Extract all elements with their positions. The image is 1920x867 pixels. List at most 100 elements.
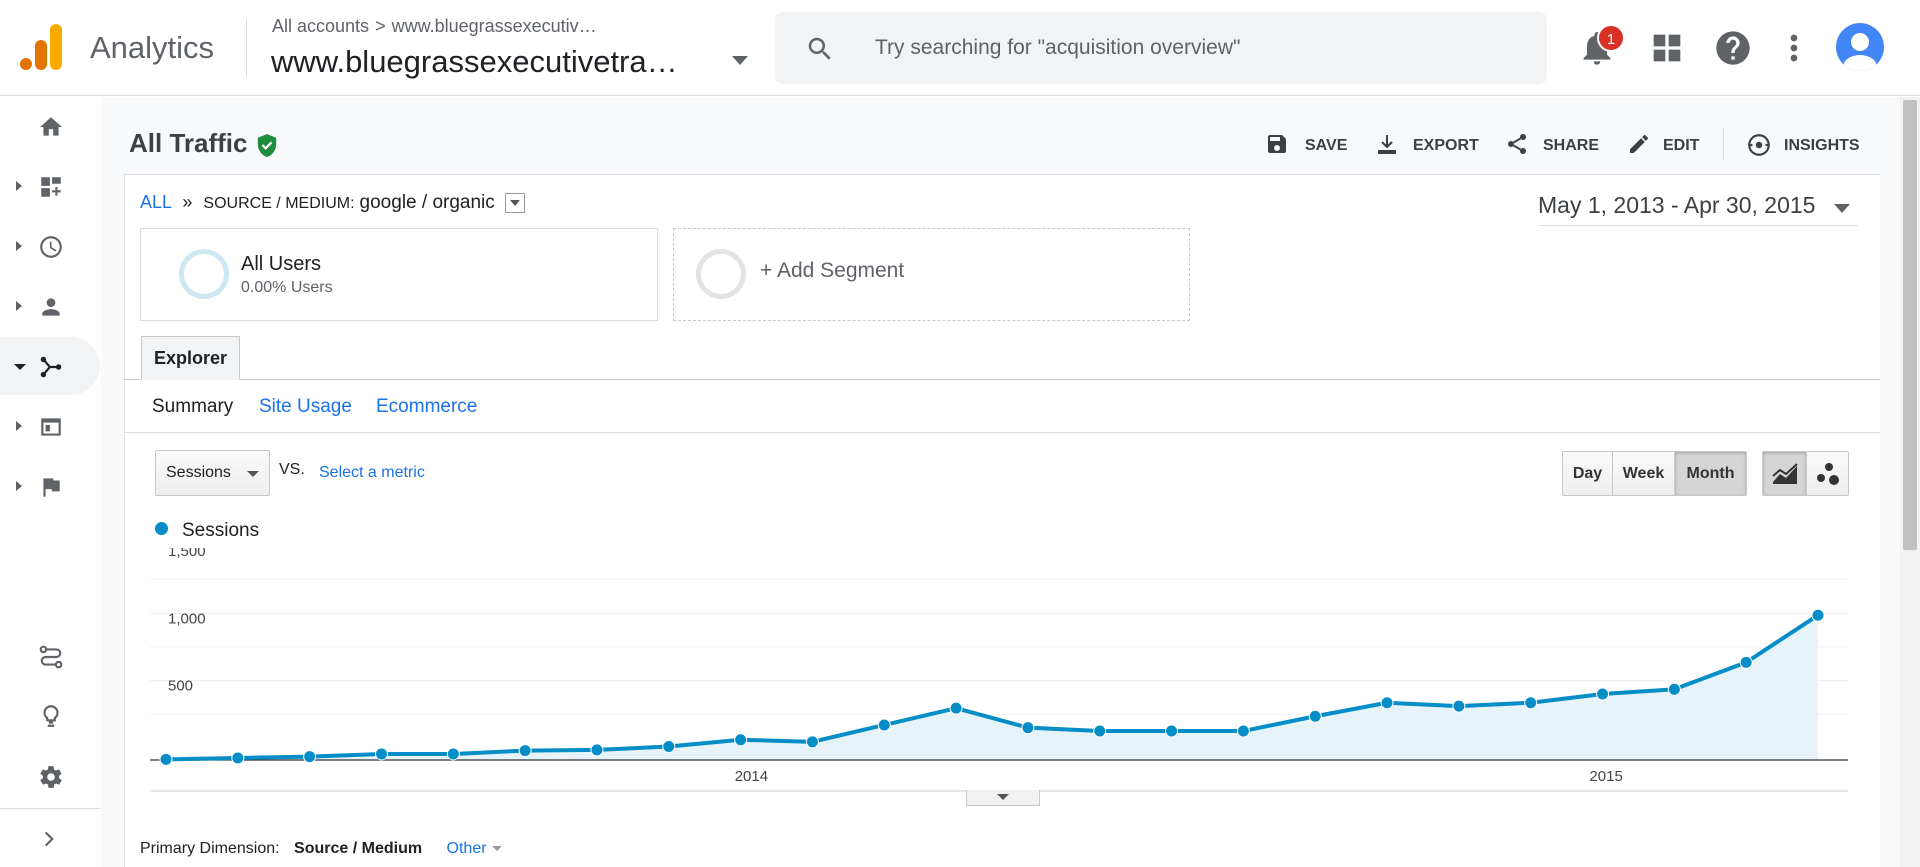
x-tick-label: 2015 xyxy=(1589,768,1622,785)
drill-separator: » xyxy=(182,192,193,212)
subtab-site-usage[interactable]: Site Usage xyxy=(259,396,352,417)
sidebar-item-conversions[interactable] xyxy=(0,457,100,515)
select-metric-link[interactable]: Select a metric xyxy=(319,464,425,481)
home-icon xyxy=(40,117,62,136)
notification-badge: 1 xyxy=(1597,24,1625,52)
sidebar-item-acquisition[interactable] xyxy=(0,337,100,395)
account-breadcrumb[interactable]: All accounts > www.bluegrassexecutiv… xyxy=(272,16,597,37)
drill-all-link[interactable]: ALL xyxy=(140,192,172,212)
property-caret-icon[interactable] xyxy=(732,56,748,65)
search-bar[interactable] xyxy=(775,12,1547,84)
drill-dropdown-button[interactable] xyxy=(504,193,525,214)
collapse-arrow-icon xyxy=(14,364,26,370)
breadcrumb-all-accounts[interactable]: All accounts xyxy=(272,16,370,36)
x-tick-label: 2014 xyxy=(735,768,768,785)
primary-dimension-other[interactable]: Other xyxy=(446,840,487,857)
data-point xyxy=(877,718,891,732)
insights-label: INSIGHTS xyxy=(1784,137,1860,154)
motion-chart-button[interactable] xyxy=(1807,452,1848,495)
share-label: SHARE xyxy=(1543,137,1600,154)
day-button[interactable]: Day xyxy=(1563,452,1613,495)
motion-chart-icon xyxy=(1816,463,1839,485)
chart-collapse-toggle[interactable] xyxy=(966,790,1040,806)
insights-icon xyxy=(1748,134,1770,156)
save-label: SAVE xyxy=(1305,137,1348,154)
data-point xyxy=(159,752,173,766)
sidebar-item-audience[interactable] xyxy=(0,277,100,335)
subtab-summary[interactable]: Summary xyxy=(152,396,234,417)
sidebar-item-home[interactable] xyxy=(0,97,100,155)
property-selector[interactable]: www.bluegrassexecutivetra… xyxy=(271,44,678,79)
sidebar-item-customization[interactable] xyxy=(0,157,100,215)
header-divider xyxy=(246,20,247,76)
data-point xyxy=(231,751,245,765)
data-point xyxy=(1524,696,1538,710)
breadcrumb-account[interactable]: www.bluegrassexecutiv… xyxy=(391,16,597,36)
data-point xyxy=(446,747,460,761)
sidebar-item-admin[interactable] xyxy=(0,747,100,805)
apps-grid-icon[interactable] xyxy=(1647,28,1687,68)
flag-icon xyxy=(43,478,60,497)
acquisition-icon xyxy=(40,356,62,378)
drill-dimension: SOURCE / MEDIUM: xyxy=(203,195,355,212)
expand-arrow-icon xyxy=(16,421,22,431)
person-icon xyxy=(42,298,60,316)
segment-all-users[interactable]: All Users 0.00% Users xyxy=(140,228,658,321)
data-point xyxy=(1596,687,1610,701)
breadcrumb-separator: > xyxy=(375,16,386,36)
subtab-ecommerce[interactable]: Ecommerce xyxy=(376,396,478,417)
more-vert-icon[interactable] xyxy=(1774,28,1814,68)
chevron-down-icon xyxy=(491,846,502,852)
chevron-right-icon xyxy=(44,831,54,847)
date-range-picker[interactable]: May 1, 2013 - Apr 30, 2015 xyxy=(1538,192,1858,226)
expand-arrow-icon xyxy=(16,481,22,491)
date-range-label: May 1, 2013 - Apr 30, 2015 xyxy=(1538,192,1816,218)
attribution-icon xyxy=(39,645,63,669)
sidebar-item-behavior[interactable] xyxy=(0,397,100,455)
side-nav xyxy=(0,97,100,867)
data-point xyxy=(374,747,388,761)
primary-dimension-value[interactable]: Source / Medium xyxy=(294,840,423,857)
data-point xyxy=(1811,608,1825,622)
tab-explorer[interactable]: Explorer xyxy=(141,336,240,380)
sidebar-expand-button[interactable] xyxy=(0,809,100,867)
granularity-toggle: Day Week Month xyxy=(1562,451,1747,496)
scrollbar-thumb[interactable] xyxy=(1903,100,1917,550)
clock-icon xyxy=(40,236,62,258)
account-avatar-icon[interactable] xyxy=(1836,23,1884,71)
series-line xyxy=(165,613,1820,762)
chart-type-toggle xyxy=(1762,451,1849,496)
nav-divider xyxy=(0,808,100,809)
line-chart-button[interactable] xyxy=(1763,452,1807,495)
analytics-logo-icon[interactable] xyxy=(20,24,64,70)
week-button[interactable]: Week xyxy=(1613,452,1675,495)
data-point xyxy=(805,735,819,749)
segment-percentage: 0.00% Users xyxy=(241,279,333,296)
data-point xyxy=(1380,696,1394,710)
behavior-icon xyxy=(41,418,61,436)
data-point xyxy=(1165,724,1179,738)
tab-divider xyxy=(124,379,1880,380)
help-icon[interactable] xyxy=(1713,28,1753,68)
expand-arrow-icon xyxy=(16,301,22,311)
data-point xyxy=(1021,721,1035,735)
legend-dot-icon xyxy=(155,522,168,536)
chevron-down-icon xyxy=(247,471,259,477)
segment-name: All Users xyxy=(241,253,322,275)
sidebar-item-attribution[interactable] xyxy=(0,627,100,685)
report-header xyxy=(124,97,1880,175)
search-input[interactable] xyxy=(875,30,1515,66)
add-segment-button[interactable]: + Add Segment xyxy=(673,228,1190,321)
drilldown-breadcrumb: ALL » SOURCE / MEDIUM: google / organic xyxy=(140,192,525,214)
sidebar-item-discover[interactable] xyxy=(0,686,100,744)
search-icon xyxy=(808,37,831,60)
data-point xyxy=(949,701,963,715)
drill-value: google / organic xyxy=(359,192,495,213)
share-icon xyxy=(1508,134,1526,154)
series-area xyxy=(166,615,1818,760)
expand-arrow-icon xyxy=(16,181,22,191)
month-button[interactable]: Month xyxy=(1675,452,1746,495)
data-point xyxy=(1308,709,1322,723)
metric-dropdown[interactable]: Sessions xyxy=(155,450,270,496)
sidebar-item-realtime[interactable] xyxy=(0,217,100,275)
